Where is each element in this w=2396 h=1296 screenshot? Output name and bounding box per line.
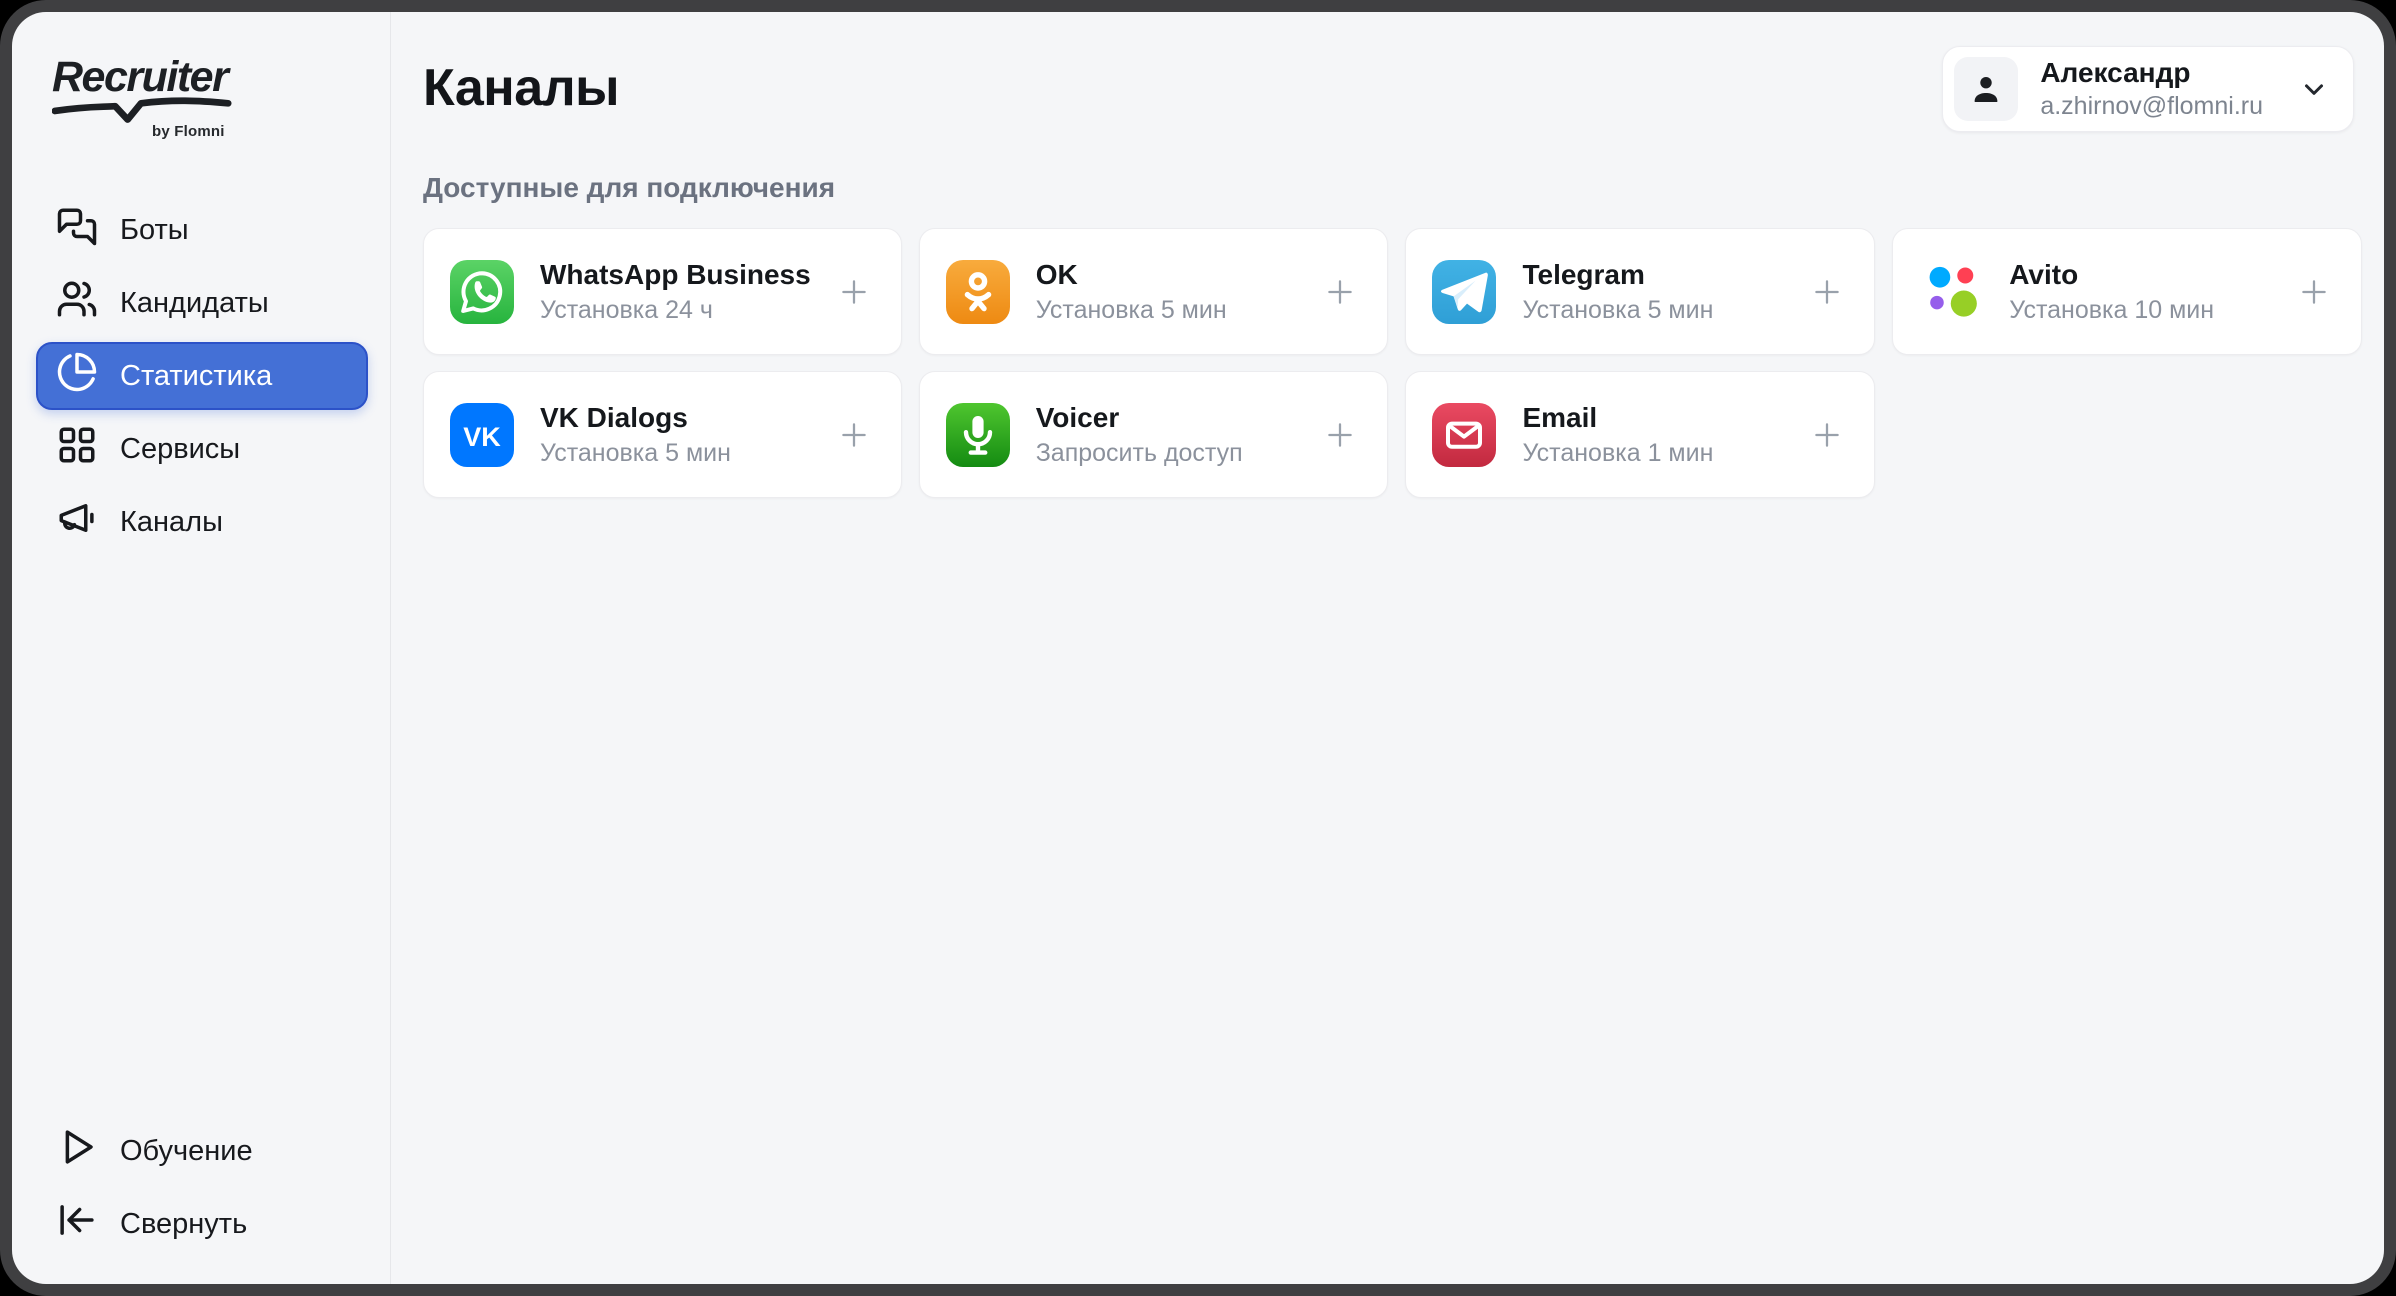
topbar: Каналы Александр a.zhirnov@flomni.ru — [423, 42, 2362, 132]
channel-card-avito[interactable]: Avito Установка 10 мин — [1892, 228, 2362, 355]
sidebar-item-label: Боты — [120, 213, 189, 246]
sidebar-spacer — [36, 556, 368, 1117]
sidebar-item-свернуть[interactable]: Свернуть — [36, 1190, 368, 1258]
add-channel-button[interactable] — [837, 275, 871, 309]
sidebar-item-каналы[interactable]: Каналы — [36, 488, 368, 556]
channel-name: Voicer — [1035, 401, 1120, 433]
voicer-icon — [945, 402, 1010, 467]
page-title: Каналы — [423, 59, 620, 117]
whatsapp-icon — [450, 259, 514, 324]
ok-icon — [945, 259, 1010, 324]
add-channel-button[interactable] — [837, 418, 871, 452]
plus-icon — [1815, 279, 1839, 304]
plus-icon — [1328, 279, 1353, 304]
brand-byline: by Flomni — [152, 123, 225, 140]
channel-note: Установка 24 ч — [540, 295, 713, 324]
channel-name: OK — [1035, 258, 1078, 290]
plus-icon — [841, 422, 866, 447]
channel-note: Установка 5 мин — [540, 438, 731, 467]
channel-card-whatsapp-business[interactable]: WhatsApp Business Установка 24 ч — [423, 228, 902, 355]
avito-icon — [1919, 259, 1984, 324]
channel-card-telegram[interactable]: Telegram Установка 5 мин — [1405, 228, 1876, 355]
sidebar-item-кандидаты[interactable]: Кандидаты — [36, 269, 368, 337]
sidebar: Recruiter by Flomni Боты Кандидаты Стати… — [12, 12, 391, 1284]
sidebar-item-боты[interactable]: Боты — [36, 196, 368, 264]
user-info: Александр a.zhirnov@flomni.ru — [2040, 57, 2263, 121]
channels-grid: WhatsApp Business Установка 24 ч OK Уста… — [423, 228, 2362, 498]
sidebar-nav: Боты Кандидаты Статистика Сервисы Каналы — [36, 196, 368, 556]
sidebar-item-label: Статистика — [120, 359, 273, 392]
email-icon — [1432, 402, 1497, 467]
brand-swoosh-icon — [52, 97, 232, 123]
add-channel-button[interactable] — [1810, 275, 1844, 309]
brand-logo: Recruiter by Flomni — [52, 56, 252, 140]
channel-note: Установка 1 мин — [1522, 438, 1714, 467]
user-name: Александр — [2040, 57, 2191, 89]
channel-card-vk-dialogs[interactable]: VK VK Dialogs Установка 5 мин — [423, 371, 902, 498]
app-window: Recruiter by Flomni Боты Кандидаты Стати… — [12, 12, 2384, 1284]
add-channel-button[interactable] — [2297, 275, 2331, 309]
collapse-icon — [56, 1199, 98, 1249]
channel-card-email[interactable]: Email Установка 1 мин — [1405, 371, 1876, 498]
channel-name: WhatsApp Business — [540, 258, 811, 290]
candidates-icon — [56, 278, 98, 328]
channel-name: Telegram — [1522, 258, 1645, 290]
svg-text:VK: VK — [463, 422, 501, 452]
sidebar-item-обучение[interactable]: Обучение — [36, 1117, 368, 1185]
channel-name: Avito — [2009, 258, 2079, 290]
sidebar-item-label: Свернуть — [120, 1207, 248, 1240]
vk-icon: VK — [450, 402, 514, 467]
bots-icon — [56, 205, 98, 255]
sidebar-item-сервисы[interactable]: Сервисы — [36, 415, 368, 483]
add-channel-button[interactable] — [1810, 418, 1844, 452]
channel-card-ok[interactable]: OK Установка 5 мин — [918, 228, 1389, 355]
plus-icon — [1328, 422, 1353, 447]
avatar — [1954, 57, 2019, 121]
main-content: Каналы Александр a.zhirnov@flomni.ru — [391, 12, 2384, 1284]
add-channel-button[interactable] — [1323, 418, 1357, 452]
channel-note: Установка 5 мин — [1522, 295, 1714, 324]
plus-icon — [1815, 422, 1839, 447]
person-icon — [1974, 76, 1998, 102]
add-channel-button[interactable] — [1323, 275, 1357, 309]
plus-icon — [841, 279, 866, 304]
telegram-icon — [1432, 259, 1497, 324]
sidebar-item-статистика[interactable]: Статистика — [36, 342, 368, 410]
sidebar-item-label: Сервисы — [120, 432, 241, 465]
channel-note: Запросить доступ — [1035, 438, 1243, 467]
play-icon — [56, 1126, 98, 1176]
user-email: a.zhirnov@flomni.ru — [2040, 92, 2263, 121]
sidebar-footer-nav: Обучение Свернуть — [36, 1117, 368, 1258]
channel-note: Установка 10 мин — [2009, 295, 2215, 324]
channel-name: Email — [1522, 401, 1598, 433]
channels-icon — [56, 497, 98, 547]
sidebar-item-label: Кандидаты — [120, 286, 269, 319]
channel-card-voicer[interactable]: Voicer Запросить доступ — [918, 371, 1389, 498]
sidebar-item-label: Каналы — [120, 505, 223, 538]
plus-icon — [2302, 279, 2326, 304]
statistics-icon — [56, 351, 98, 401]
brand-name: Recruiter — [52, 53, 229, 101]
user-menu[interactable]: Александр a.zhirnov@flomni.ru — [1942, 46, 2354, 132]
section-title: Доступные для подключения — [423, 172, 836, 203]
sidebar-item-label: Обучение — [120, 1134, 253, 1167]
channel-note: Установка 5 мин — [1035, 295, 1227, 324]
services-icon — [56, 424, 98, 474]
channel-name: VK Dialogs — [540, 401, 688, 433]
chevron-down-icon[interactable] — [2299, 74, 2329, 104]
